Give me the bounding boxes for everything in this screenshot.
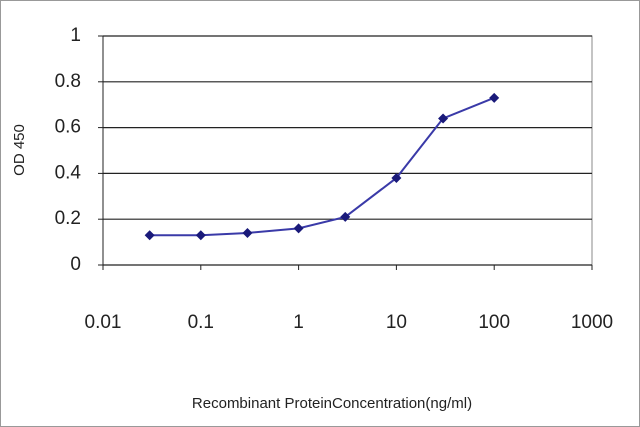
x-tick-label: 1 [293,312,304,333]
y-tick-label: 0.8 [55,71,81,92]
y-axis-label: OD 450 [11,124,28,176]
x-axis-label: Recombinant ProteinConcentration(ng/ml) [192,395,472,412]
marker [242,227,253,238]
y-tick-label: 1 [70,25,81,46]
marker [489,92,500,103]
marker [195,230,206,241]
marker [144,230,155,241]
marker [438,113,449,124]
x-tick-label: 1000 [571,312,613,333]
x-tick-label: 10 [386,312,407,333]
marker [340,211,351,222]
marker [293,223,304,234]
y-tick-label: 0.2 [55,208,81,229]
y-tick-label: 0.4 [55,162,82,183]
y-tick-label: 0.6 [55,117,81,138]
marker [391,172,402,183]
x-tick-label: 0.1 [188,312,214,333]
x-tick-label: 0.01 [85,312,122,333]
y-tick-label: 0 [70,254,81,275]
series-line [149,96,495,237]
plot-area [102,35,593,266]
x-tick-label: 100 [478,312,510,333]
